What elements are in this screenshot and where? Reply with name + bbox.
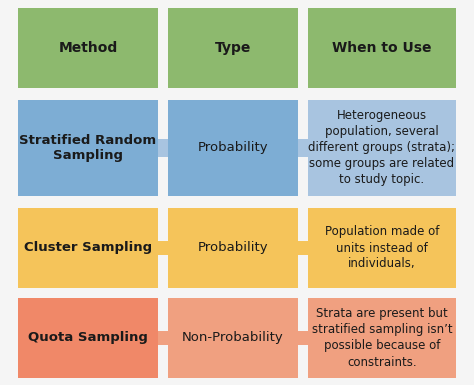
Text: Cluster Sampling: Cluster Sampling [24, 241, 152, 254]
FancyBboxPatch shape [308, 100, 456, 196]
FancyBboxPatch shape [18, 298, 158, 378]
FancyBboxPatch shape [158, 139, 168, 157]
Text: Population made of
units instead of
individuals,: Population made of units instead of indi… [325, 226, 439, 271]
Text: Stratified Random
Sampling: Stratified Random Sampling [19, 134, 156, 162]
Text: Quota Sampling: Quota Sampling [28, 331, 148, 345]
FancyBboxPatch shape [168, 208, 298, 288]
Text: Method: Method [58, 41, 118, 55]
Text: Probability: Probability [198, 142, 268, 154]
FancyBboxPatch shape [158, 241, 168, 255]
Text: Heterogeneous
population, several
different groups (strata);
some groups are rel: Heterogeneous population, several differ… [309, 109, 456, 186]
FancyBboxPatch shape [308, 298, 456, 378]
FancyBboxPatch shape [298, 331, 308, 345]
FancyBboxPatch shape [168, 298, 298, 378]
Text: Non-Probability: Non-Probability [182, 331, 284, 345]
Text: When to Use: When to Use [332, 41, 432, 55]
FancyBboxPatch shape [308, 8, 456, 88]
Text: Type: Type [215, 41, 251, 55]
FancyBboxPatch shape [298, 139, 308, 157]
FancyBboxPatch shape [18, 208, 158, 288]
FancyBboxPatch shape [168, 100, 298, 196]
FancyBboxPatch shape [18, 8, 158, 88]
FancyBboxPatch shape [158, 331, 168, 345]
Text: Strata are present but
stratified sampling isn’t
possible because of
constraints: Strata are present but stratified sampli… [312, 308, 452, 368]
FancyBboxPatch shape [18, 100, 158, 196]
FancyBboxPatch shape [168, 8, 298, 88]
FancyBboxPatch shape [308, 208, 456, 288]
Text: Probability: Probability [198, 241, 268, 254]
FancyBboxPatch shape [298, 241, 308, 255]
